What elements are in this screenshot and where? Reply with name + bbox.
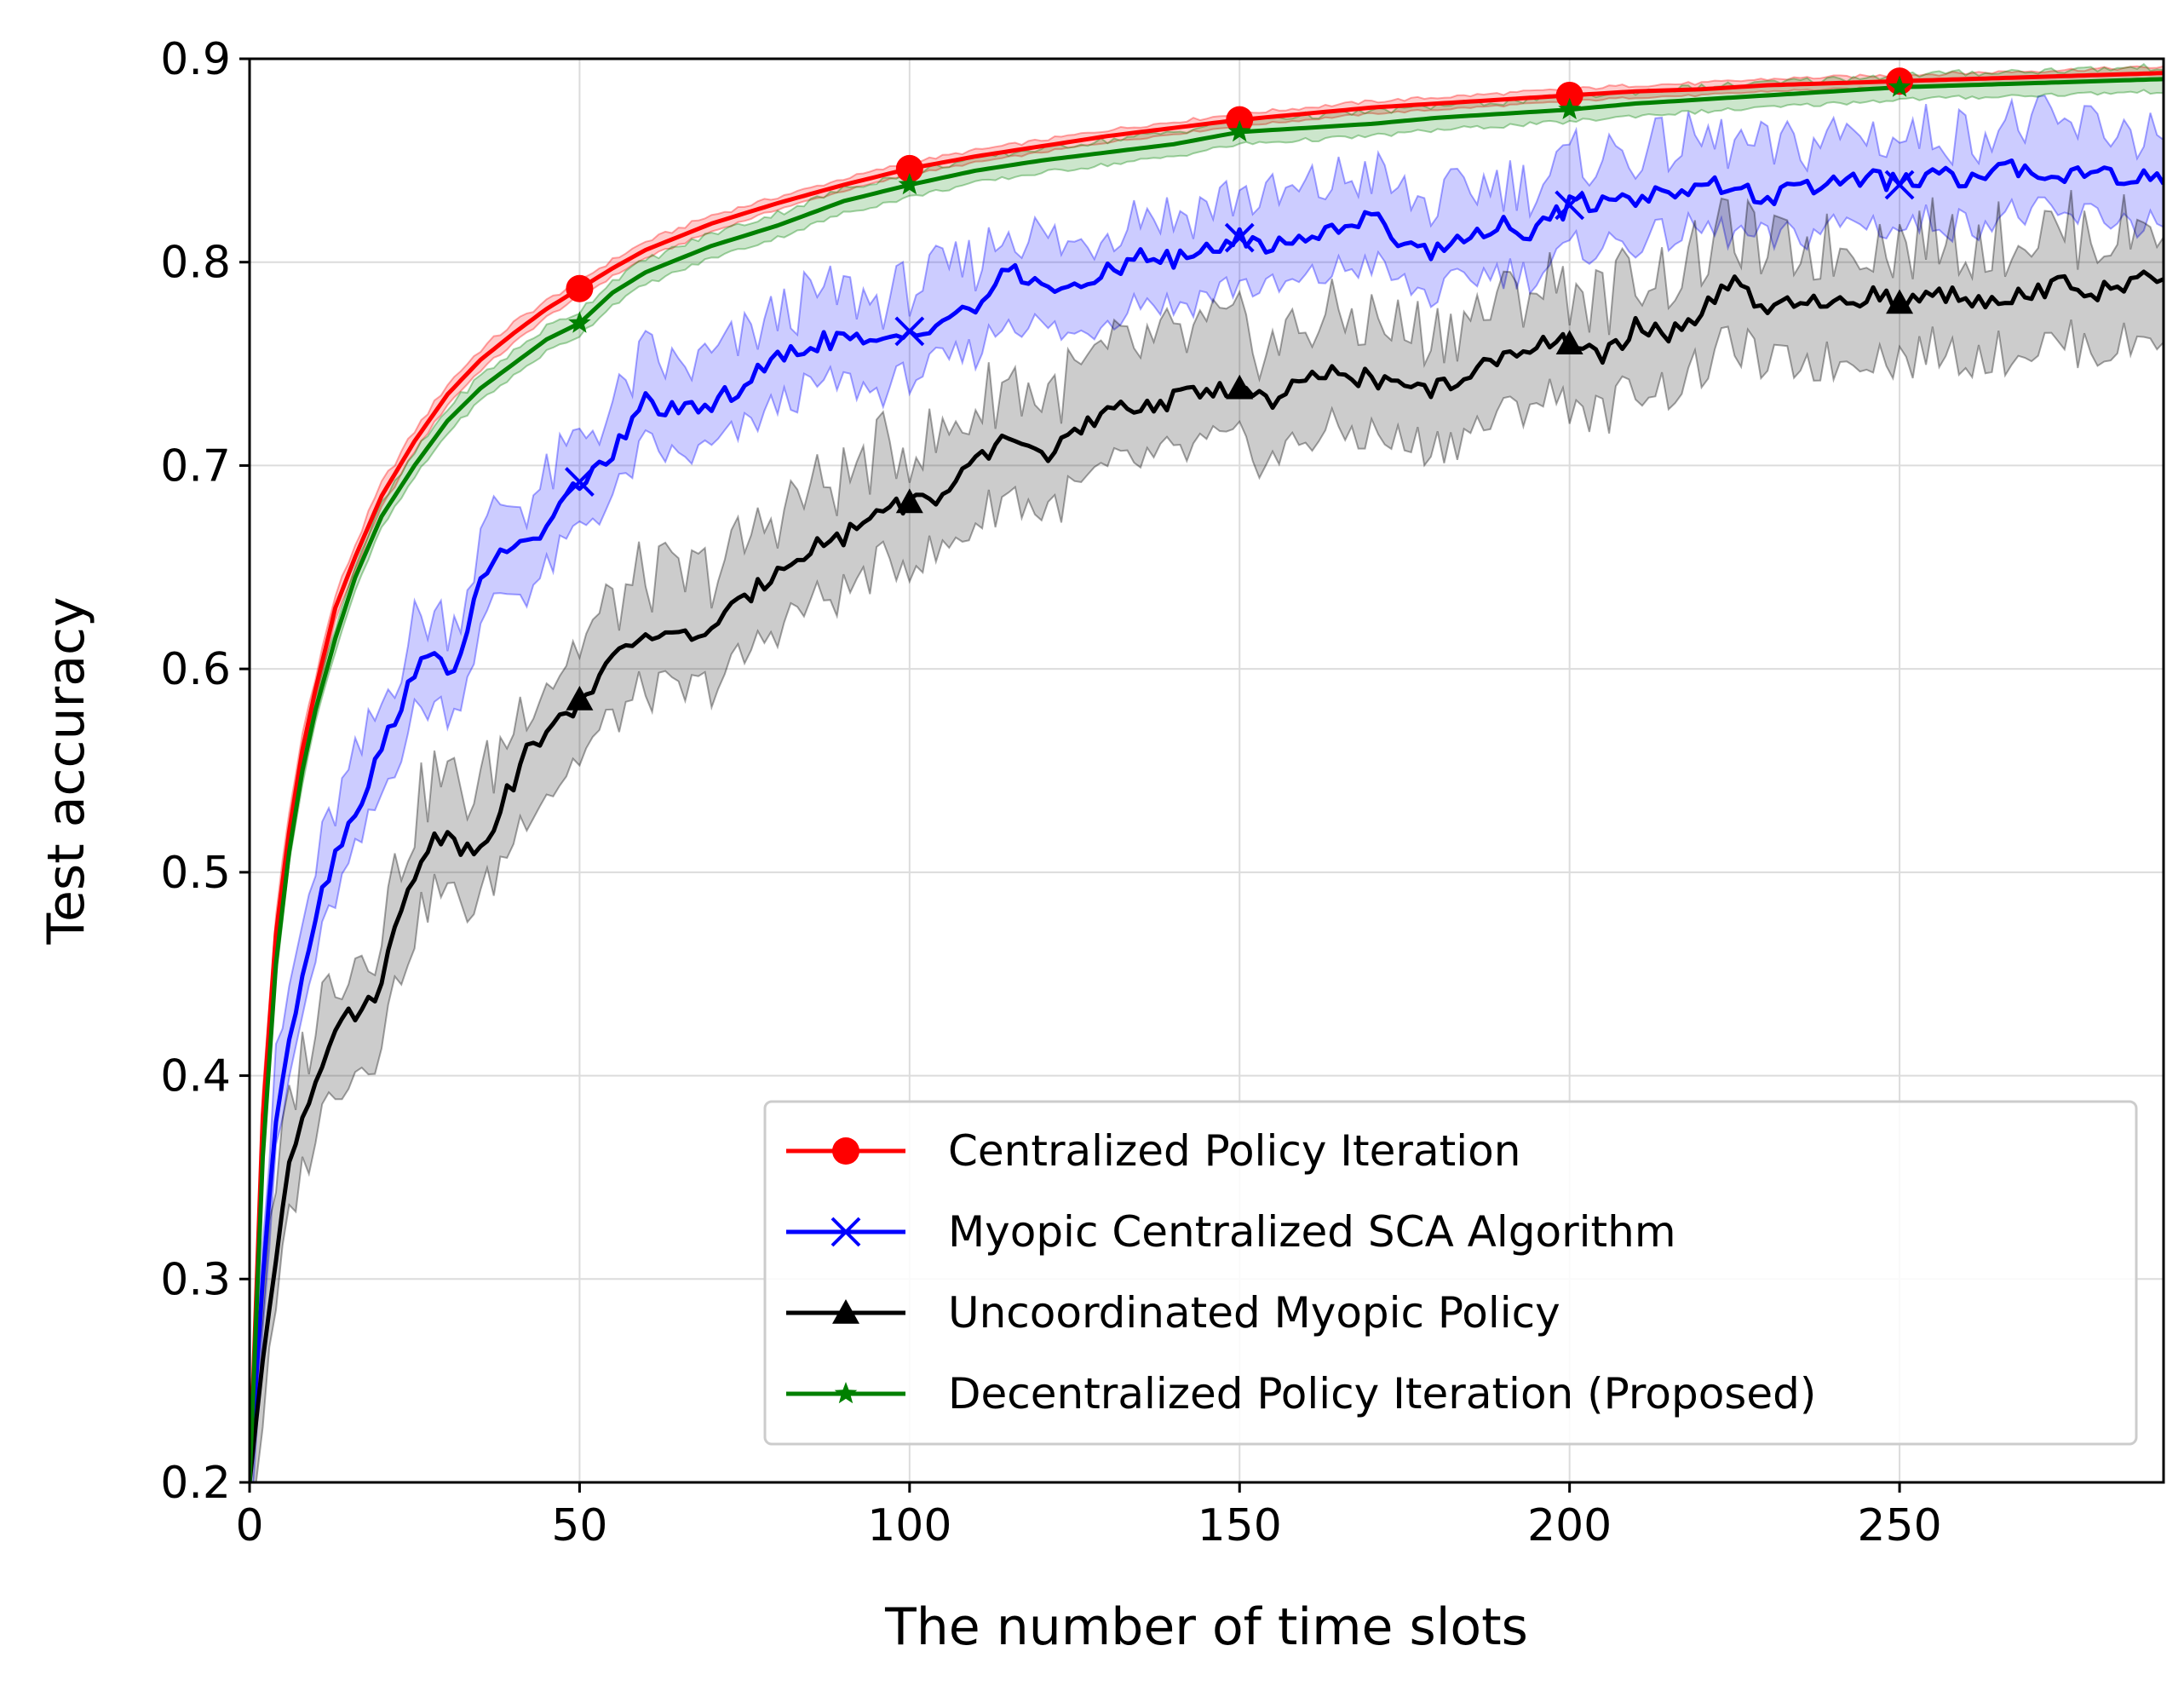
data-point-marker <box>1884 170 1915 200</box>
legend-entry-label: Uncoordinated Myopic Policy <box>948 1288 1560 1338</box>
data-point-marker <box>898 173 922 195</box>
series-band <box>250 62 2164 1482</box>
x-tick-label: 0 <box>235 1500 263 1551</box>
data-point-marker <box>1555 81 1583 109</box>
legend-entry-label: Centralized Policy Iteration <box>948 1126 1520 1176</box>
plot-frame <box>248 57 2165 1484</box>
data-point-marker <box>568 311 591 333</box>
y-tick-label: 0.6 <box>160 644 231 695</box>
plot-area <box>250 62 2164 1482</box>
data-point-marker <box>566 685 594 711</box>
legend-entry-label: Myopic Centralized SCA Algorithm <box>948 1207 1676 1257</box>
data-point-marker <box>1555 330 1583 354</box>
data-point-marker <box>566 274 594 302</box>
series-band <box>250 189 2164 1482</box>
data-point-marker <box>564 467 595 497</box>
data-point-marker <box>1224 222 1255 253</box>
y-axis-label: Test accuracy <box>37 597 96 946</box>
data-point-marker <box>1558 97 1581 119</box>
y-tick-label: 0.5 <box>160 848 231 899</box>
y-tick-label: 0.7 <box>160 440 231 492</box>
y-tick-label: 0.9 <box>160 34 231 85</box>
legend-box <box>763 1100 2138 1446</box>
series-line <box>250 269 2164 1482</box>
x-tick-label: 250 <box>1857 1500 1941 1551</box>
y-tick-label: 0.3 <box>160 1254 231 1305</box>
data-point-marker <box>1555 190 1585 221</box>
data-point-marker <box>830 1217 861 1247</box>
x-tick-label: 50 <box>551 1500 607 1551</box>
data-point-marker <box>1886 289 1914 314</box>
data-point-marker <box>832 1299 859 1324</box>
y-tick-label: 0.4 <box>160 1051 231 1102</box>
data-point-marker <box>1226 374 1254 400</box>
series-line <box>250 77 2164 1482</box>
x-tick-label: 150 <box>1198 1500 1282 1551</box>
data-point-marker <box>895 154 923 182</box>
data-point-marker <box>832 1137 859 1165</box>
y-tick-label: 0.8 <box>160 238 231 289</box>
x-tick-label: 200 <box>1527 1500 1612 1551</box>
data-point-marker <box>1888 75 1911 97</box>
legend-entry-label: Decentralized Policy Iteration (Proposed… <box>948 1369 1816 1418</box>
series-band <box>250 65 2164 1482</box>
data-point-marker <box>1227 119 1251 142</box>
x-axis-label: The number of time slots <box>884 1597 1528 1657</box>
data-point-marker <box>1226 106 1254 134</box>
data-point-marker <box>895 488 923 514</box>
data-point-marker <box>894 316 925 347</box>
data-point-marker <box>834 1382 858 1404</box>
series-band <box>250 95 2164 1482</box>
y-tick-label: 0.2 <box>160 1458 231 1509</box>
x-tick-label: 100 <box>867 1500 951 1551</box>
